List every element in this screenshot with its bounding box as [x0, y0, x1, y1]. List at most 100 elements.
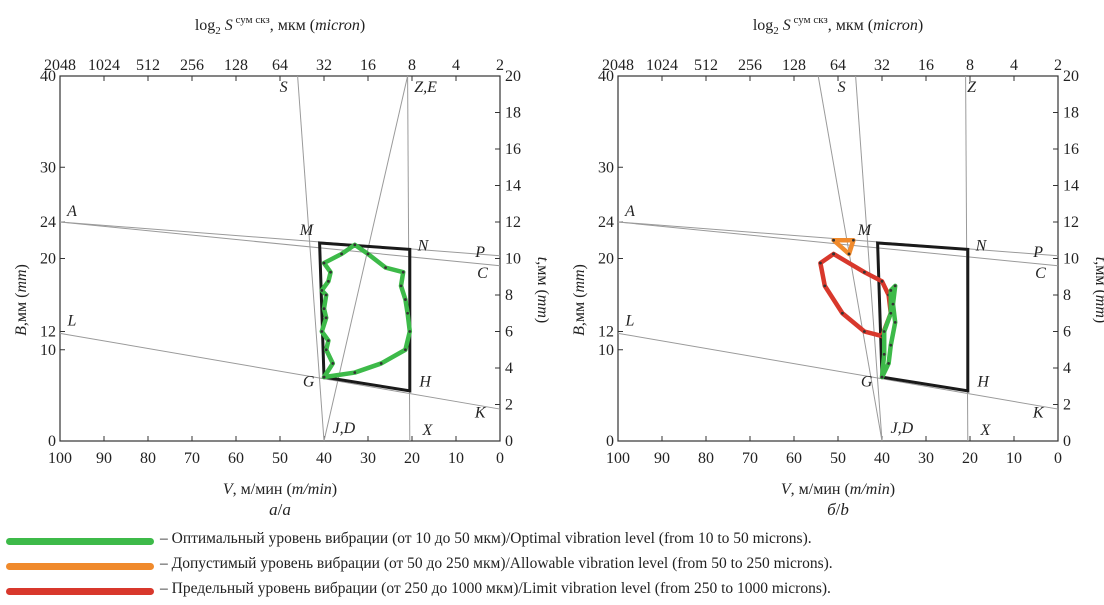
y-right-tick-label: 20: [505, 68, 521, 85]
y-right-tick-label: 18: [505, 105, 521, 122]
series-point-allowable: [832, 238, 835, 242]
y-right-tick-label: 6: [1063, 324, 1071, 341]
series-point-optimal: [893, 284, 897, 288]
x-tick-label: 0: [1054, 450, 1062, 467]
series-point-optimal: [322, 375, 326, 379]
top-tick-label: 2048: [602, 57, 634, 74]
construction-line: [59, 221, 501, 267]
x-tick-label: 100: [48, 450, 72, 467]
y-right-tick-label: 2: [1063, 397, 1071, 414]
point-label: A: [624, 203, 635, 220]
x-tick-label: 30: [360, 450, 376, 467]
y-right-tick-label: 0: [1063, 433, 1071, 450]
y-left-tick-label: 40: [598, 68, 614, 85]
construction-line: [59, 221, 501, 257]
series-point-optimal: [893, 320, 897, 324]
top-tick-label: 16: [918, 57, 934, 74]
x-tick-label: 90: [654, 450, 670, 467]
panel-label: б/b: [827, 500, 849, 519]
series-point-optimal: [882, 352, 886, 356]
top-tick-label: 128: [224, 57, 248, 74]
y-left-tick-label: 30: [598, 159, 614, 176]
series-point-limit: [880, 279, 884, 283]
x-tick-label: 40: [874, 450, 890, 467]
series-point-optimal: [322, 307, 326, 311]
point-label: J,D: [332, 420, 355, 437]
series-point-optimal: [353, 371, 357, 374]
region-mnhg: [876, 241, 970, 393]
point-label: Z: [967, 79, 977, 96]
y-right-tick-label: 16: [1063, 141, 1079, 158]
series-point-limit: [863, 330, 866, 333]
x-tick-label: 0: [496, 450, 504, 467]
point-label: Z,E: [414, 79, 437, 96]
construction-line: [855, 75, 883, 442]
point-label: H: [418, 373, 432, 390]
series-point-optimal: [404, 298, 407, 301]
y-right-tick-label: 0: [505, 433, 513, 450]
series-point-optimal: [408, 330, 412, 333]
point-label: A: [66, 203, 77, 220]
top-tick-label: 512: [694, 57, 718, 74]
y-right-tick-label: 12: [1063, 214, 1079, 231]
legend-item-optimal: – Оптимальный уровень вибрации (от 10 до…: [0, 530, 1104, 552]
x-tick-label: 70: [184, 450, 200, 467]
point-label: N: [975, 237, 988, 254]
series-optimal: [319, 242, 413, 380]
series-point-optimal: [889, 343, 893, 347]
series-point-optimal: [329, 270, 332, 274]
y-right-tick-label: 18: [1063, 105, 1079, 122]
construction-line: [59, 332, 501, 410]
top-tick-label: 256: [738, 57, 762, 74]
point-label: S: [280, 79, 288, 96]
point-label: G: [861, 373, 873, 390]
series-point-optimal: [406, 311, 409, 315]
y-right-tick-label: 2: [505, 397, 513, 414]
series-point-optimal: [882, 330, 886, 333]
x-tick-label: 70: [742, 450, 758, 467]
x-tick-label: 80: [698, 450, 714, 467]
top-tick-label: 128: [782, 57, 806, 74]
legend-text-allowable: – Допустимый уровень вибрации (от 50 до …: [160, 555, 833, 572]
legend-item-limit: – Предельный уровень вибрации (от 250 до…: [0, 580, 1104, 602]
top-tick-label: 1024: [646, 57, 678, 74]
series-point-limit: [863, 270, 866, 274]
y-right-tick-label: 4: [505, 360, 513, 377]
y-left-axis-title: B,мм (mm): [571, 264, 588, 336]
series-point-optimal: [880, 375, 884, 379]
point-label: K: [474, 404, 487, 421]
point-label: P: [1032, 244, 1043, 261]
series-point-allowable: [852, 238, 855, 242]
series-point-optimal: [322, 261, 326, 265]
point-label: J,D: [890, 420, 913, 437]
y-right-tick-label: 16: [505, 141, 521, 158]
y-left-tick-label: 30: [40, 159, 56, 176]
x-tick-label: 20: [962, 450, 978, 467]
x-tick-label: 10: [1006, 450, 1022, 467]
series-point-optimal: [889, 311, 893, 315]
point-label: M: [857, 222, 873, 239]
series-point-limit: [832, 252, 835, 256]
series-point-optimal: [384, 266, 387, 270]
point-label: C: [1035, 265, 1046, 282]
y-left-tick-label: 24: [40, 214, 56, 231]
y-left-tick-label: 40: [40, 68, 56, 85]
y-left-tick-label: 0: [606, 433, 614, 450]
top-tick-label: 8: [408, 57, 416, 74]
legend-text-limit: – Предельный уровень вибрации (от 250 до…: [160, 580, 831, 597]
y-left-tick-label: 12: [40, 324, 56, 341]
x-tick-label: 90: [96, 450, 112, 467]
series-point-optimal: [324, 316, 328, 320]
point-label: M: [299, 222, 315, 239]
series-point-optimal: [327, 339, 330, 343]
series-point-optimal: [324, 293, 328, 297]
legend-swatch-allowable: [6, 563, 154, 570]
y-left-tick-label: 10: [40, 342, 56, 359]
series-point-limit: [841, 311, 844, 315]
top-axis-title: log2 S сум скз, мкм (micron): [753, 14, 923, 37]
y-left-tick-label: 20: [40, 251, 56, 268]
series-point-optimal: [404, 348, 407, 352]
